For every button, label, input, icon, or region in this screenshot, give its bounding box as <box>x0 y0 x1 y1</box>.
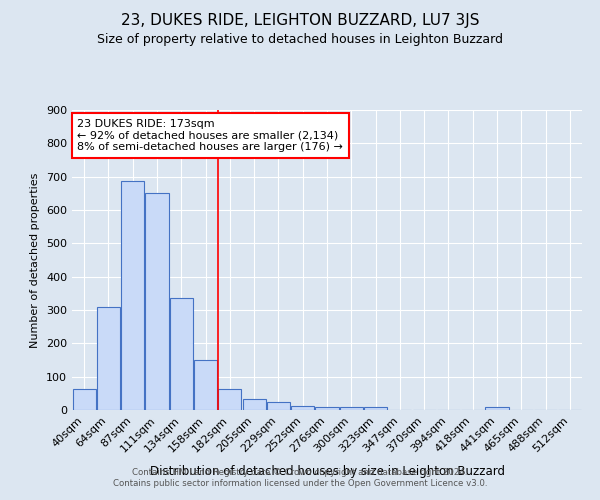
Bar <box>340 406 363 410</box>
Bar <box>291 406 314 410</box>
Bar <box>194 360 217 410</box>
Bar <box>73 389 95 410</box>
Bar <box>170 298 193 410</box>
Bar <box>267 402 290 410</box>
Text: 23 DUKES RIDE: 173sqm
← 92% of detached houses are smaller (2,134)
8% of semi-de: 23 DUKES RIDE: 173sqm ← 92% of detached … <box>77 119 343 152</box>
Bar <box>242 399 266 410</box>
Bar <box>218 389 241 410</box>
X-axis label: Distribution of detached houses by size in Leighton Buzzard: Distribution of detached houses by size … <box>149 465 505 478</box>
Bar <box>316 407 338 410</box>
Bar <box>145 193 169 410</box>
Text: 23, DUKES RIDE, LEIGHTON BUZZARD, LU7 3JS: 23, DUKES RIDE, LEIGHTON BUZZARD, LU7 3J… <box>121 12 479 28</box>
Y-axis label: Number of detached properties: Number of detached properties <box>31 172 40 348</box>
Text: Contains HM Land Registry data © Crown copyright and database right 2024.
Contai: Contains HM Land Registry data © Crown c… <box>113 468 487 487</box>
Bar <box>97 306 120 410</box>
Bar <box>485 408 509 410</box>
Bar <box>364 408 387 410</box>
Text: Size of property relative to detached houses in Leighton Buzzard: Size of property relative to detached ho… <box>97 32 503 46</box>
Bar <box>121 180 144 410</box>
